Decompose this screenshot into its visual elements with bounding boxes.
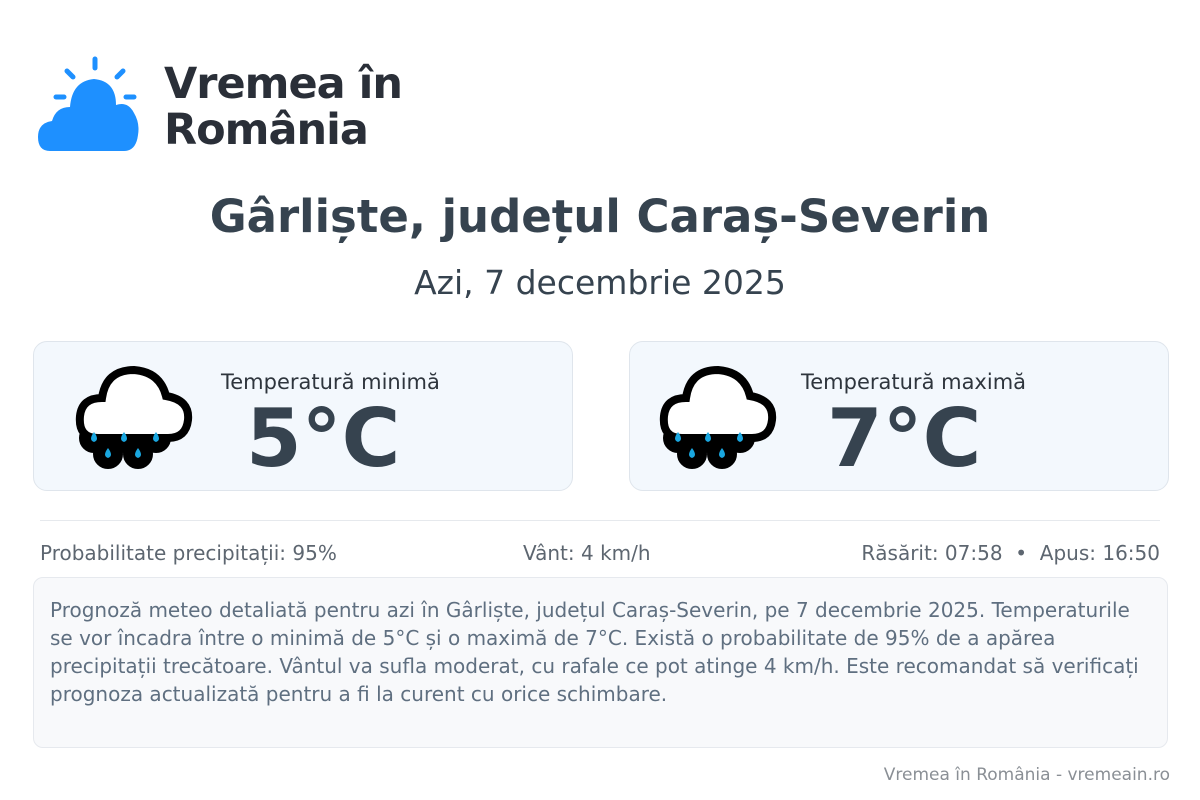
page-title: Gârliște, județul Caraș-Severin	[209, 190, 991, 243]
min-temp-value: 5°C	[246, 392, 401, 485]
rain-cloud-icon	[659, 365, 777, 469]
min-temp-card: Temperatură minimă 5°C	[33, 341, 573, 491]
max-temp-value: 7°C	[827, 392, 982, 485]
min-temp-label: Temperatură minimă	[221, 370, 440, 394]
sun-cloud-icon	[38, 56, 139, 151]
logo-line1: Vremea în	[164, 59, 403, 109]
sunrise-sunset-stat: Răsărit: 07:58 • Apus: 16:50	[861, 541, 1160, 565]
precipitation-stat: Probabilitate precipitații: 95%	[40, 541, 337, 565]
wind-stat: Vânt: 4 km/h	[523, 541, 651, 565]
forecast-date: Azi, 7 decembrie 2025	[414, 263, 786, 302]
logo-line2: România	[164, 105, 369, 155]
site-logo[interactable]: Vremea în România	[36, 55, 403, 155]
divider	[40, 520, 1160, 521]
max-temp-label: Temperatură maximă	[801, 370, 1027, 394]
rain-cloud-icon	[75, 365, 193, 469]
forecast-description: Prognoză meteo detaliată pentru azi în G…	[33, 577, 1168, 748]
max-temp-card: Temperatură maximă 7°C	[629, 341, 1169, 491]
footer-credit: Vremea în România - vremeain.ro	[883, 765, 1170, 785]
